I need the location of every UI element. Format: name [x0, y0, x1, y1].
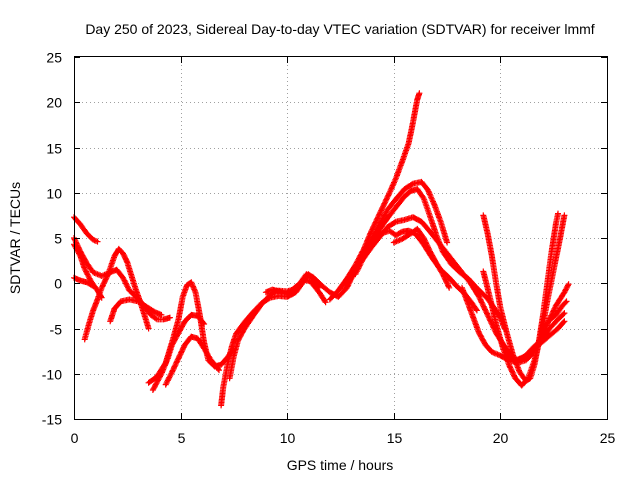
y-tick-label: 0 [54, 276, 62, 292]
series-track-2 [71, 235, 173, 323]
y-axis-label: SDTVAR / TECUs [7, 182, 23, 294]
grid-lines [74, 57, 607, 419]
y-tick-label: 10 [46, 186, 62, 202]
y-tick-label: -15 [42, 412, 62, 428]
x-tick-label: 0 [71, 430, 79, 446]
series-track-18 [390, 225, 453, 291]
x-tick-label: 15 [387, 430, 403, 446]
series-markers [81, 245, 152, 343]
series-track-5 [81, 245, 152, 343]
axis-ticks: 0 5 10 15 20 25 -15 -10 -5 0 5 10 15 20 25 [42, 50, 616, 447]
series-markers [546, 298, 570, 324]
series-track-23 [546, 298, 570, 324]
data-marks [71, 90, 572, 409]
y-tick-label: -5 [50, 322, 63, 338]
series-track-6 [107, 296, 165, 325]
x-tick-label: 10 [280, 430, 296, 446]
series-markers [145, 279, 237, 386]
series-markers [149, 311, 208, 393]
series-track-9 [162, 333, 222, 388]
series-markers [107, 296, 165, 325]
y-tick-label: 15 [46, 141, 62, 157]
series-markers [503, 310, 568, 364]
y-tick-label: -10 [42, 367, 62, 383]
x-tick-label: 5 [178, 430, 186, 446]
x-tick-label: 20 [493, 430, 509, 446]
y-tick-label: 25 [46, 50, 62, 66]
series-track-8 [149, 311, 208, 393]
y-tick-label: 5 [54, 231, 62, 247]
series-track-7 [145, 279, 237, 386]
series-markers [71, 235, 173, 323]
x-tick-label: 25 [600, 430, 616, 446]
y-tick-label: 20 [46, 95, 62, 111]
series-track-22 [503, 310, 568, 364]
series-markers [162, 333, 222, 388]
chart-title: Day 250 of 2023, Sidereal Day-to-day VTE… [85, 21, 594, 37]
x-axis-label: GPS time / hours [287, 457, 394, 473]
series-markers [390, 225, 453, 291]
